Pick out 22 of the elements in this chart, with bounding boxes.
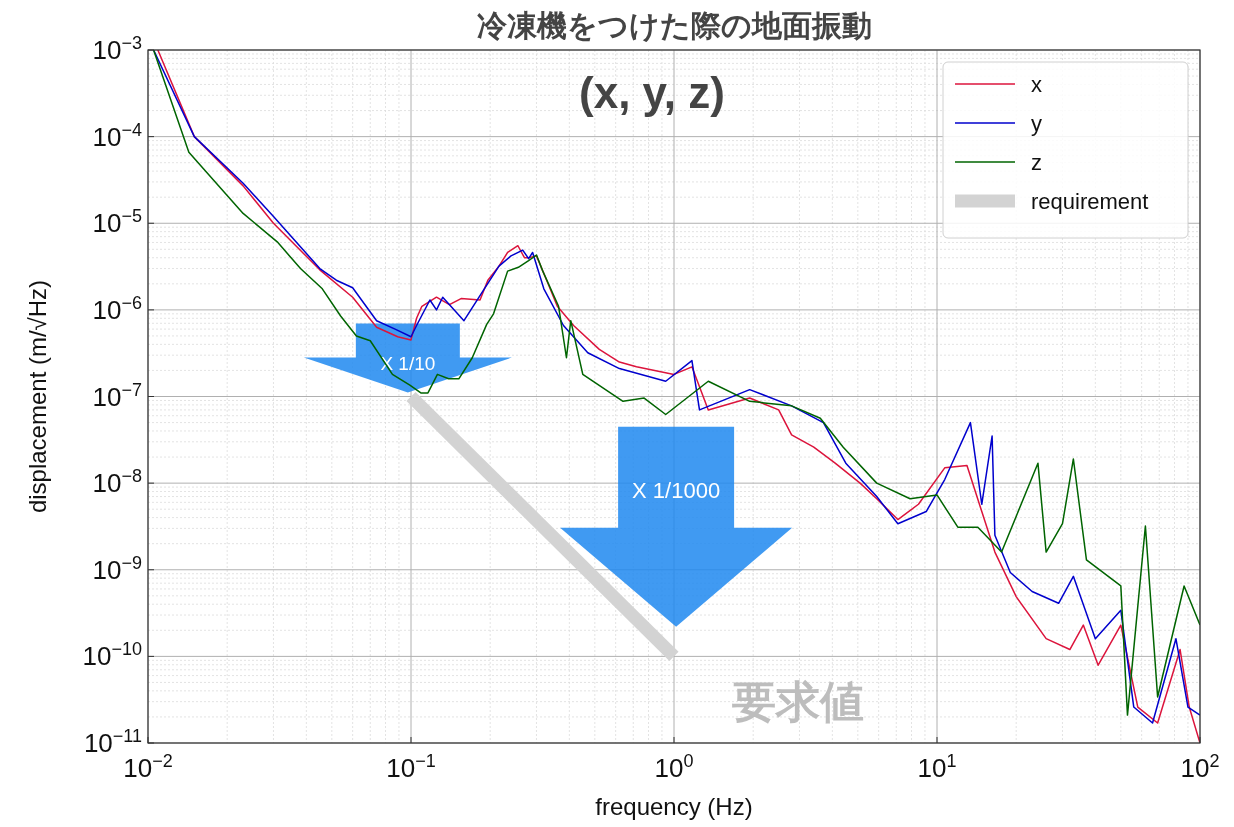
annotation: X 1/1000 <box>632 477 721 503</box>
y-tick-label: 10$^{−4}$ <box>92 119 142 152</box>
chart-subtitle: (x, y, z) <box>579 68 725 117</box>
y-tick-label: 10$^{−3}$ <box>92 33 142 65</box>
chart-title: 冷凍機をつけた際の地面振動 <box>476 9 872 43</box>
y-tick-label: 10$^{−10}$ <box>82 639 142 672</box>
y-tick-label: 10$^{−6}$ <box>92 292 142 325</box>
x-tick-label: 10$^{0}$ <box>654 751 694 783</box>
y-tick-label: 10$^{−8}$ <box>92 466 142 499</box>
legend-label: y <box>1031 111 1042 136</box>
x-tick-label: 10$^{2}$ <box>1180 751 1220 783</box>
y-tick-label: 10$^{−5}$ <box>92 206 142 239</box>
x-tick-label: 10$^{−1}$ <box>386 751 436 783</box>
x-axis-title: frequency (Hz) <box>595 793 753 820</box>
annotation: 要求値 <box>732 677 865 727</box>
legend-label: requirement <box>1031 189 1149 214</box>
legend-label: z <box>1031 150 1042 175</box>
y-tick-label: 10$^{−9}$ <box>92 552 142 585</box>
legend-label: x <box>1031 72 1042 97</box>
x-tick-label: 10$^{1}$ <box>917 751 957 783</box>
y-axis-title: displacement (m/√Hz) <box>24 279 51 514</box>
y-tick-label: 10$^{−7}$ <box>92 379 142 412</box>
